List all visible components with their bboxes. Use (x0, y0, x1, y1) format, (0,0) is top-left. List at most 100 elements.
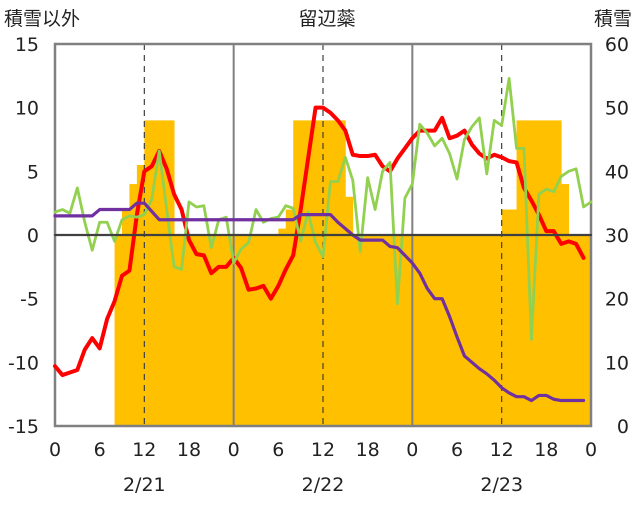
y-right-tick-label: 50 (605, 98, 629, 120)
snow-bar (315, 120, 324, 427)
x-tick-label: 18 (534, 439, 558, 461)
x-tick-label: 6 (272, 439, 284, 461)
snow-bar (241, 235, 249, 426)
snow-bar (553, 120, 562, 427)
green-series-line (53, 76, 593, 341)
snow-bar (404, 235, 413, 426)
snow-bar (375, 235, 383, 426)
snow-bar (114, 235, 123, 426)
snow-bar (278, 228, 287, 426)
snow-bar (494, 235, 503, 426)
purple-series-line (53, 201, 586, 403)
snow-bar (486, 235, 495, 426)
x-tick-label: 0 (49, 439, 61, 461)
snow-bar (166, 120, 175, 427)
x-tick-label: 18 (356, 439, 380, 461)
snow-bar (308, 120, 316, 427)
snow-bar (211, 235, 220, 426)
snow-bar (352, 235, 361, 426)
snow-bar (479, 235, 488, 426)
y-right-tick-label: 10 (605, 352, 629, 374)
y-left-tick-label: 5 (27, 161, 39, 183)
x-tick-label: 6 (451, 439, 463, 461)
y-left-tick-label: 10 (15, 98, 39, 120)
snow-bar (337, 120, 346, 427)
y-right-axis-title: 積雪 (594, 8, 632, 30)
y-left-tick-label: -15 (8, 416, 39, 438)
snow-bar (122, 209, 130, 426)
snow-bar (293, 120, 302, 427)
snow-bar (159, 120, 168, 427)
snow-bar (442, 235, 450, 426)
snow-bar (457, 235, 465, 426)
x-tick-label: 0 (406, 439, 418, 461)
snow-bar (189, 235, 197, 426)
snow-bar (256, 235, 264, 426)
y-left-tick-label: -10 (8, 352, 39, 374)
snow-bar (464, 235, 473, 426)
snow-bar (516, 120, 525, 427)
snow-bar (345, 196, 354, 426)
red-series-line (53, 105, 586, 378)
snow-bar (181, 235, 190, 426)
snow-bar (129, 184, 138, 426)
y-left-tick-label: -5 (20, 289, 39, 311)
snow-bar (509, 209, 517, 426)
snow-bar (576, 235, 584, 426)
snow-bar (427, 235, 436, 426)
x-tick-label: 12 (311, 439, 335, 461)
y-left-tick-label: 0 (27, 225, 39, 247)
snow-bar (151, 120, 160, 427)
x-tick-label: 0 (228, 439, 240, 461)
snow-bar (263, 235, 272, 426)
snow-bar (174, 235, 182, 426)
snow-bar (136, 164, 145, 426)
snow-bar (471, 235, 480, 426)
snow-bar (248, 235, 257, 426)
x-tick-label: 6 (94, 439, 106, 461)
x-tick-label: 12 (132, 439, 156, 461)
snow-bar (538, 120, 547, 427)
chart-title: 留辺蘂 (298, 8, 355, 30)
snow-bar (203, 235, 212, 426)
y-right-tick-label: 60 (605, 34, 629, 56)
snow-bar (390, 235, 398, 426)
snow-bar (300, 120, 309, 427)
y-right-tick-label: 0 (617, 416, 629, 438)
x-tick-label: 18 (177, 439, 201, 461)
snow-bar (330, 120, 339, 427)
snow-bar (360, 235, 369, 426)
date-label: 2/21 (123, 474, 166, 496)
snow-bar (382, 235, 391, 426)
snow-bar (226, 235, 235, 426)
snow-bar (397, 235, 406, 426)
snow-bar (419, 235, 428, 426)
snow-bar (434, 235, 443, 426)
date-label: 2/22 (302, 474, 345, 496)
y-right-tick-label: 30 (605, 225, 629, 247)
snow-bar (144, 120, 153, 427)
snow-bar (270, 235, 279, 426)
date-label: 2/23 (480, 474, 523, 496)
snow-bars (114, 120, 592, 427)
snow-bar (196, 235, 205, 426)
snow-bar (546, 120, 555, 427)
y-right-tick-label: 40 (605, 161, 629, 183)
y-left-tick-label: 15 (15, 34, 39, 56)
snow-bar (367, 235, 376, 426)
snow-bar (568, 235, 577, 426)
series-lines (53, 76, 593, 403)
y-left-axis-title: 積雪以外 (4, 8, 80, 30)
snow-bar (501, 209, 510, 426)
snow-bar (285, 209, 294, 426)
y-right-tick-label: 20 (605, 289, 629, 311)
snow-bar (233, 235, 242, 426)
snow-bar (583, 235, 592, 426)
snow-bar (561, 184, 570, 426)
x-tick-label: 12 (490, 439, 514, 461)
x-tick-label: 0 (585, 439, 597, 461)
snow-bar (323, 120, 331, 427)
